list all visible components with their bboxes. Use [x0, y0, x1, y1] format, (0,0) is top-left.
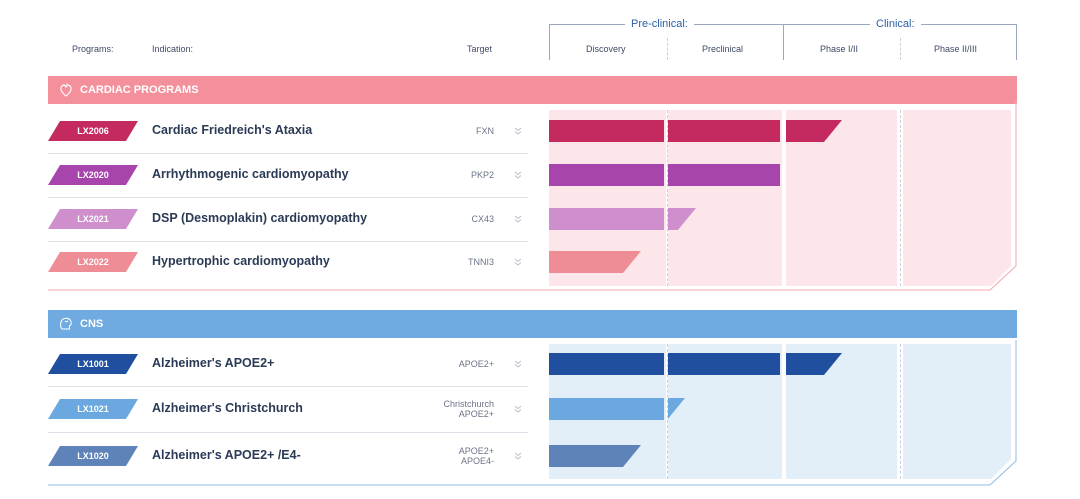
brain-icon	[58, 316, 74, 332]
progress-bar-segment	[668, 164, 780, 186]
heart-icon	[58, 82, 74, 98]
indication-name: Hypertrophic cardiomyopathy	[152, 254, 330, 268]
cardiac-band-title: CARDIAC PROGRAMS	[80, 84, 199, 96]
expand-chevron-icon[interactable]	[513, 451, 523, 461]
progress-bar-segment	[549, 164, 664, 186]
discovery-header: Discovery	[586, 44, 626, 54]
indication-name: Cardiac Friedreich's Ataxia	[152, 123, 313, 137]
target-label: PKP2	[471, 170, 494, 180]
target-line-2: APOE2+	[458, 409, 494, 419]
cardiac-frame	[48, 100, 1017, 291]
indication-name: Alzheimer's APOE2+ /E4-	[152, 448, 301, 462]
target-label: CX43	[471, 214, 494, 224]
target-header: Target	[467, 44, 493, 54]
target-label: APOE2+ APOE4-	[459, 446, 494, 466]
program-code-tag: LX1020	[48, 446, 138, 466]
progress-bar-segment	[549, 398, 664, 420]
cns-band: CNS	[48, 310, 1017, 338]
progress-bar-segment	[549, 353, 664, 375]
expand-chevron-icon[interactable]	[513, 170, 523, 180]
progress-bar-segment	[668, 120, 780, 142]
expand-chevron-icon[interactable]	[513, 126, 523, 136]
target-label: TNNI3	[468, 257, 494, 267]
progress-bar-segment	[786, 120, 842, 142]
cns-band-title: CNS	[80, 318, 104, 330]
cardiac-programs-band: CARDIAC PROGRAMS	[48, 76, 1017, 104]
expand-chevron-icon[interactable]	[513, 404, 523, 414]
target-line-1: TNNI3	[467, 257, 494, 267]
target-label: APOE2+	[459, 359, 494, 369]
indication-header: Indication:	[152, 44, 194, 54]
target-label: FXN	[476, 126, 494, 136]
progress-bar-segment	[668, 353, 780, 375]
progress-bar-segment	[549, 445, 641, 467]
target-line-1: APOE2+	[458, 446, 494, 456]
progress-bar-segment	[549, 251, 641, 273]
expand-chevron-icon[interactable]	[513, 214, 523, 224]
expand-chevron-icon[interactable]	[513, 359, 523, 369]
program-code-tag: LX1001	[48, 354, 138, 374]
progress-bar-segment	[549, 208, 664, 230]
target-label: Christchurch APOE2+	[443, 399, 494, 419]
clinical-group-header: Clinical:	[870, 18, 921, 30]
progress-bar-segment	[549, 120, 664, 142]
target-line-1: PKP2	[470, 170, 494, 180]
target-line-1: CX43	[471, 214, 494, 224]
indication-name: DSP (Desmoplakin) cardiomyopathy	[152, 211, 368, 225]
target-line-1: FXN	[476, 126, 494, 136]
phase12-header: Phase I/II	[820, 44, 859, 54]
program-code-tag: LX2020	[48, 165, 138, 185]
target-line-1: Christchurch	[443, 399, 494, 409]
indication-name: Alzheimer's Christchurch	[152, 401, 303, 415]
target-line-1: APOE2+	[458, 359, 494, 369]
cns-frame	[48, 340, 1017, 486]
program-code-tag: LX2006	[48, 121, 138, 141]
phase23-header: Phase II/III	[934, 44, 978, 54]
indication-name: Alzheimer's APOE2+	[152, 356, 275, 370]
preclinical-group-header: Pre-clinical:	[625, 18, 694, 30]
program-code-tag: LX1021	[48, 399, 138, 419]
program-code-tag: LX2021	[48, 209, 138, 229]
indication-name: Arrhythmogenic cardiomyopathy	[152, 167, 349, 181]
expand-chevron-icon[interactable]	[513, 257, 523, 267]
preclinical-header: Preclinical	[702, 44, 744, 54]
target-line-2: APOE4-	[460, 456, 494, 466]
progress-bar-segment	[786, 353, 842, 375]
program-code-tag: LX2022	[48, 252, 138, 272]
programs-header: Programs:	[72, 44, 114, 54]
